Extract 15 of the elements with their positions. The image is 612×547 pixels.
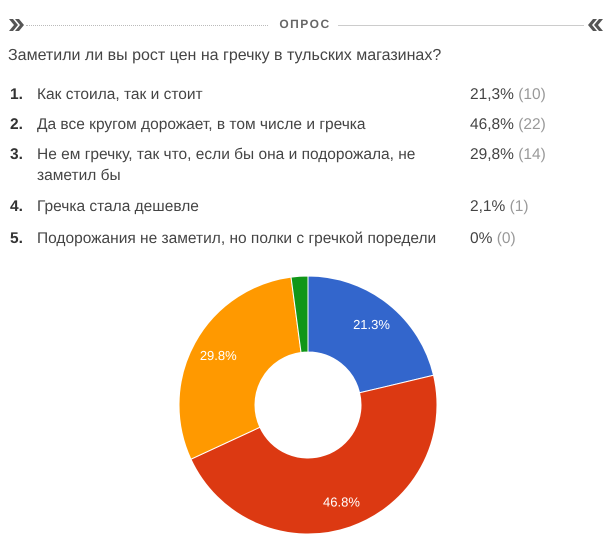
text: 21,3% (10) — [470, 86, 546, 103]
chart-subtitle: Заметили ли вы рост цен на гречку в тульских магазинах? — [8, 47, 442, 65]
text: 1. Как стоила, так и стоит — [10, 85, 203, 105]
text: 2. Да все кругом дорожает, в том числе и гречка — [10, 115, 366, 135]
data-label: 29.8% — [200, 348, 238, 364]
text: 2,1% (1) — [470, 198, 529, 215]
data-label: 46.8% — [323, 494, 360, 510]
text: 0% (0) — [470, 230, 516, 247]
chart-title: ОПРОС — [278, 17, 332, 31]
text: 46,8% (22) — [470, 116, 546, 133]
text: 3. Не ем гречку, так что, если бы она и подорожала, не заметил бы — [10, 145, 416, 184]
text: 29,8% (14) — [470, 146, 546, 163]
text: 5. Подорожания не заметил, но полки с гречкой поредели — [10, 229, 436, 249]
text: 4. Гречка стала дешевле — [10, 197, 199, 217]
data-label: 21.3% — [353, 317, 390, 332]
